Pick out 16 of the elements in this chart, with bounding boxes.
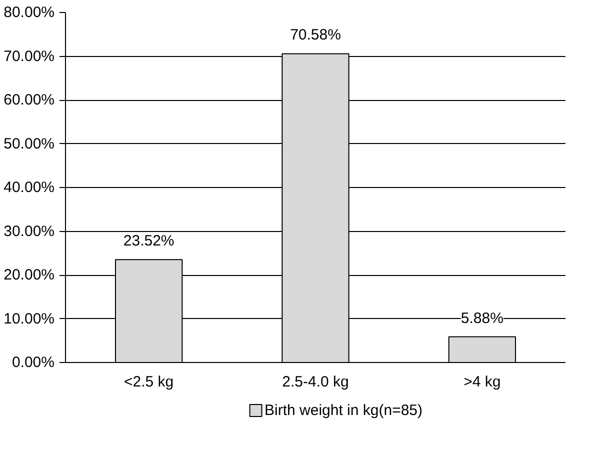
y-tick-label: 60.00% bbox=[4, 92, 54, 108]
legend-label: Birth weight in kg(n=85) bbox=[264, 402, 423, 419]
data-label: 70.58% bbox=[290, 26, 341, 44]
x-tick-label: >4 kg bbox=[464, 374, 501, 390]
data-label: 5.88% bbox=[460, 310, 504, 327]
x-tick-label: <2.5 kg bbox=[124, 374, 174, 390]
y-tick-label: 40.00% bbox=[4, 179, 54, 196]
y-tick-label: 20.00% bbox=[4, 266, 54, 284]
data-label: 23.52% bbox=[123, 232, 174, 250]
y-tick-label: 80.00% bbox=[4, 4, 54, 21]
y-tick-label: 0.00% bbox=[12, 354, 55, 371]
y-tick-label: 70.00% bbox=[4, 48, 54, 65]
y-tick-label: 50.00% bbox=[4, 135, 54, 152]
y-tick-label: 30.00% bbox=[4, 222, 54, 240]
x-tick-label: 2.5-4.0 kg bbox=[282, 374, 349, 390]
y-tick-label: 10.00% bbox=[4, 310, 54, 328]
